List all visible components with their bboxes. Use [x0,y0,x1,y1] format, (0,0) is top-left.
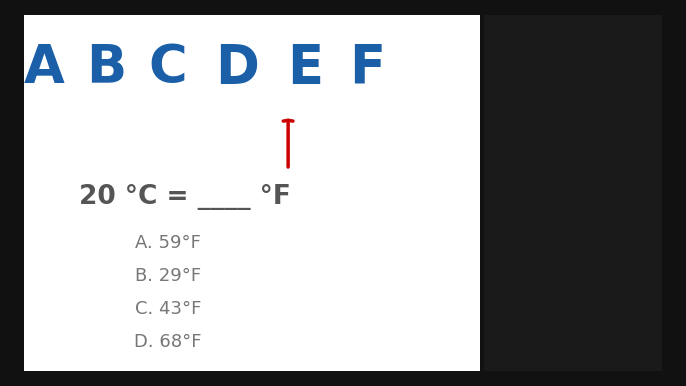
FancyBboxPatch shape [484,15,662,371]
Text: D: D [215,42,259,93]
Text: 20 °C = ____ °F: 20 °C = ____ °F [80,184,291,210]
Text: B: B [86,42,126,93]
Text: A. 59°F: A. 59°F [135,234,201,252]
Text: A: A [24,42,65,93]
Text: C. 43°F: C. 43°F [135,300,201,318]
Text: D. 68°F: D. 68°F [134,333,202,350]
FancyBboxPatch shape [24,15,480,371]
Text: E: E [287,42,323,93]
Text: C: C [149,42,187,93]
Text: F: F [349,42,385,93]
Text: B. 29°F: B. 29°F [135,267,201,285]
